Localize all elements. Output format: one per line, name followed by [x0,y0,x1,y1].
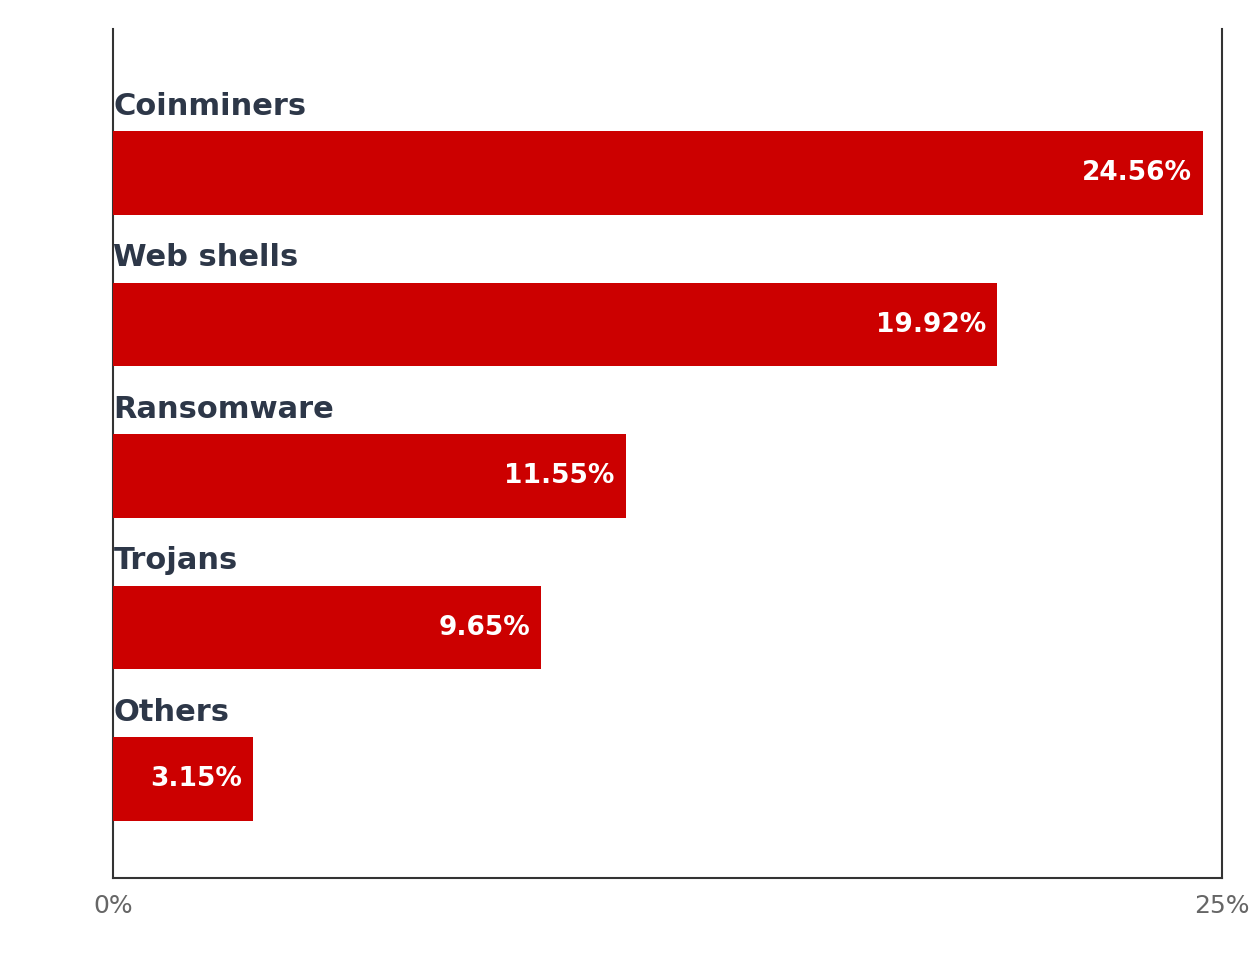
Text: 24.56%: 24.56% [1081,160,1192,186]
Bar [113,737,253,821]
Text: 3.15%: 3.15% [150,766,242,792]
Text: 9.65%: 9.65% [438,614,530,641]
Text: Web shells: Web shells [113,244,299,272]
Bar [113,132,1203,214]
Bar [113,283,997,367]
Text: Ransomware: Ransomware [113,395,334,424]
Bar [113,435,626,518]
Text: 19.92%: 19.92% [876,312,985,337]
Text: Trojans: Trojans [113,546,238,575]
Bar [113,586,542,669]
Text: Coinminers: Coinminers [113,92,306,121]
Text: Others: Others [113,698,229,726]
Text: 11.55%: 11.55% [504,463,615,489]
